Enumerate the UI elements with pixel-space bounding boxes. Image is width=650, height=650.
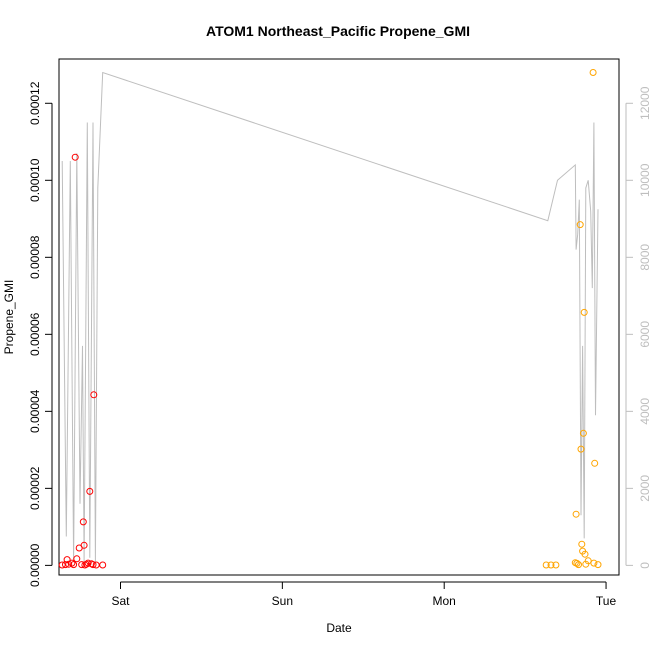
series-2-point bbox=[580, 308, 588, 316]
x-tick-label: Sat bbox=[111, 594, 130, 608]
plot-frame bbox=[58, 58, 620, 576]
series-1-point bbox=[63, 556, 71, 564]
right-y-tick-label: 8000 bbox=[638, 244, 650, 271]
left-y-tick-label: 0.00006 bbox=[28, 312, 42, 356]
series-2-point bbox=[547, 561, 555, 569]
right-y-axis: 0 2000 4000 6000 8000 10000 12000 bbox=[625, 86, 650, 569]
left-y-tick-label: 0.00000 bbox=[28, 543, 42, 587]
left-y-tick-label: 0.00008 bbox=[28, 235, 42, 279]
left-y-tick-label: 0.00002 bbox=[28, 466, 42, 510]
series-1-point bbox=[86, 487, 94, 495]
series-2-point bbox=[579, 429, 587, 437]
series-1-point bbox=[89, 561, 97, 569]
series-1-point bbox=[79, 518, 87, 526]
series-2-point bbox=[577, 445, 585, 453]
right-y-tick-label: 12000 bbox=[638, 86, 650, 120]
series-1-point bbox=[70, 561, 78, 569]
chart-title: ATOM1 Northeast_Pacific Propene_GMI bbox=[206, 23, 470, 39]
series-1-point bbox=[80, 541, 88, 549]
series-2-point bbox=[572, 510, 580, 518]
series-2-point bbox=[573, 559, 581, 567]
x-axis: Sat Sun Mon Tue bbox=[111, 581, 617, 608]
altitude-line bbox=[61, 71, 599, 562]
right-y-tick-label: 4000 bbox=[638, 398, 650, 425]
series-1-point bbox=[73, 555, 81, 563]
series-1-point bbox=[78, 561, 86, 569]
series-2-point bbox=[594, 561, 602, 569]
series-1-point bbox=[68, 559, 76, 567]
series-1-point bbox=[84, 559, 92, 567]
series-2-point bbox=[576, 221, 584, 229]
series-2-point bbox=[575, 561, 582, 569]
series-2-point bbox=[578, 540, 586, 548]
right-y-tick-label: 2000 bbox=[638, 475, 650, 502]
series-1-point bbox=[90, 391, 98, 399]
series-2-point bbox=[584, 557, 592, 565]
left-y-tick-label: 0.00010 bbox=[28, 158, 42, 202]
x-axis-label: Date bbox=[326, 621, 352, 635]
series-1-point bbox=[62, 561, 69, 569]
series-1-point bbox=[65, 560, 73, 568]
series-1-point bbox=[99, 561, 107, 569]
series-2-point bbox=[589, 69, 597, 76]
series-1-point bbox=[71, 153, 79, 161]
x-tick-label: Mon bbox=[433, 594, 456, 608]
left-y-tick-label: 0.00012 bbox=[28, 81, 42, 125]
left-y-axis: 0.00000 0.00002 0.00004 0.00006 0.00008 0.000… bbox=[28, 81, 53, 587]
y-axis-label: Propene_GMI bbox=[2, 280, 16, 355]
series-2-point bbox=[591, 459, 599, 467]
altitude-line-layer bbox=[61, 71, 599, 562]
right-y-tick-label: 0 bbox=[638, 562, 650, 569]
x-tick-label: Tue bbox=[596, 594, 617, 608]
series-1-point bbox=[83, 560, 90, 568]
right-y-tick-label: 6000 bbox=[638, 321, 650, 348]
series-2-point bbox=[581, 550, 589, 558]
series-2-point bbox=[590, 559, 598, 567]
points-layer bbox=[58, 69, 602, 569]
series-1-point bbox=[58, 561, 66, 569]
right-y-tick-label: 10000 bbox=[638, 163, 650, 197]
series-2-point bbox=[542, 561, 550, 569]
series-2-point bbox=[552, 561, 560, 569]
x-tick-label: Sun bbox=[272, 594, 293, 608]
left-y-tick-label: 0.00004 bbox=[28, 389, 42, 433]
